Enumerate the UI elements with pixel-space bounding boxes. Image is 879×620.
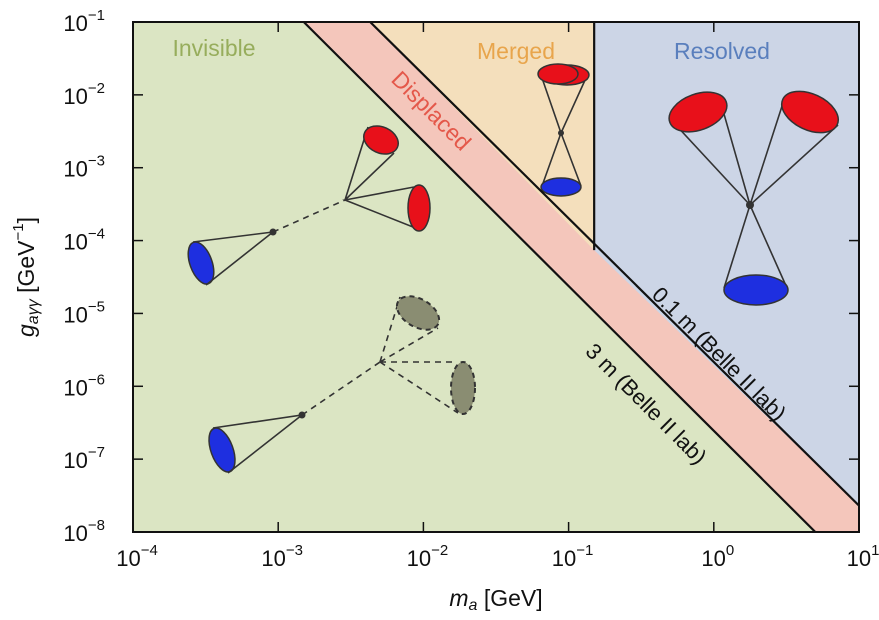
photon-cone [724, 275, 788, 305]
photon-cone [408, 185, 430, 231]
dark-cone [451, 362, 475, 414]
label-part: [GeV [13, 240, 39, 293]
vertex [558, 130, 564, 136]
chart: InvisibleDisplacedMergedResolved 3 m (Be… [0, 0, 879, 620]
x-tick-label: 10−4 [116, 542, 158, 571]
x-tick-label: 10−2 [407, 542, 449, 571]
label-part: m [449, 585, 468, 611]
y-axis-label: gaγγ [GeV−1] [10, 217, 42, 337]
label-part: ] [13, 217, 39, 223]
y-tick-label: 10−7 [63, 444, 105, 473]
y-tick-label: 10−8 [63, 517, 105, 546]
label-part: a [469, 597, 478, 614]
label-part: [GeV] [484, 585, 543, 611]
y-tick-label: 10−4 [63, 226, 105, 255]
y-tick-label: 10−5 [63, 298, 105, 327]
label-part: g [13, 324, 39, 337]
label-part: aγγ [25, 298, 42, 324]
x-tick-label: 10−1 [552, 542, 594, 571]
photon-cone [541, 178, 581, 196]
region-label: Invisible [172, 35, 255, 61]
x-tick-label: 100 [701, 542, 734, 571]
y-tick-label: 10−3 [63, 153, 105, 182]
x-axis-label: ma [GeV] [449, 585, 542, 614]
x-tick-label: 10−3 [261, 542, 303, 571]
photon-cone [538, 64, 578, 84]
region-label: Resolved [674, 38, 770, 64]
x-tick-label: 101 [847, 542, 879, 571]
label-part: −1 [10, 223, 27, 240]
region-label: Merged [477, 38, 555, 64]
y-tick-label: 10−2 [63, 80, 105, 109]
vertex [746, 201, 754, 209]
y-tick-label: 10−1 [63, 7, 105, 36]
y-tick-label: 10−6 [63, 371, 105, 400]
